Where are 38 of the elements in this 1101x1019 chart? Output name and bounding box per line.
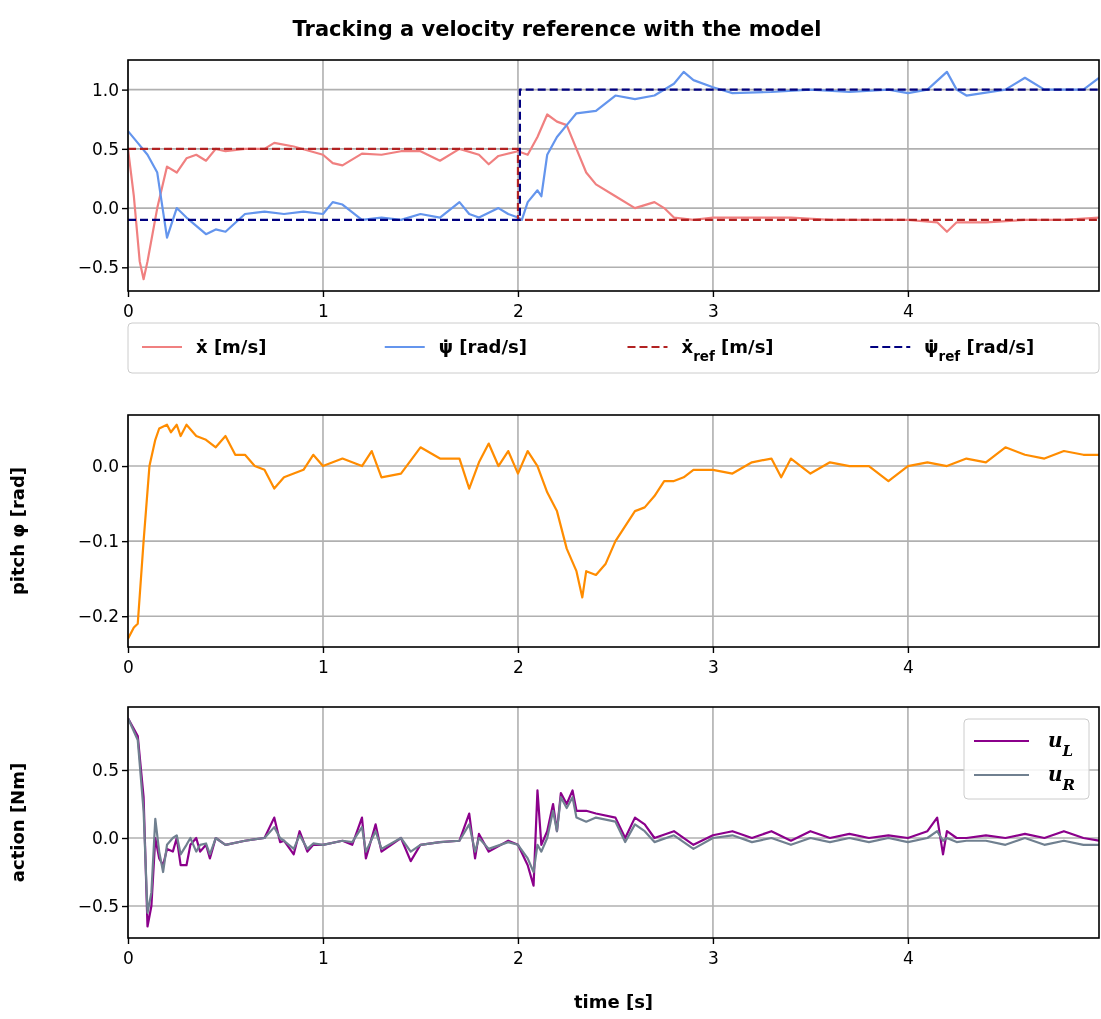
- x-tick-label: 4: [903, 657, 914, 677]
- y-tick-label: 0.0: [91, 456, 119, 476]
- x-tick-label: 2: [513, 948, 524, 968]
- x-tick-label: 0: [123, 301, 134, 321]
- x-tick-label: 2: [513, 301, 524, 321]
- y-tick-label: 0.5: [91, 759, 119, 780]
- y-tick-label: −0.5: [77, 257, 119, 278]
- y-tick-label: 0.5: [91, 138, 119, 159]
- x-tick-label: 3: [708, 948, 719, 968]
- x-tick-label: 4: [903, 948, 914, 968]
- line-series: [128, 113, 1099, 281]
- x-tick-label: 1: [318, 657, 329, 677]
- legend-label: ẋ [m/s]: [196, 336, 267, 357]
- y-axis-title: pitch φ [rad]: [7, 466, 28, 596]
- line-series: [128, 423, 1099, 640]
- legend-label: u$_{L}$: [1048, 728, 1074, 760]
- y-tick-label: 1.0: [91, 79, 119, 100]
- y-tick-label: 0.0: [91, 827, 119, 848]
- y-tick-label: −0.5: [77, 895, 119, 916]
- legend-label: ẋ$_{ref}$ [m/s]: [681, 336, 774, 364]
- legend-label: ψ̇ [rad/s]: [438, 336, 527, 357]
- y-axis-title: action [Nm]: [7, 762, 28, 883]
- x-tick-label: 3: [708, 301, 719, 321]
- x-tick-label: 0: [123, 657, 134, 677]
- legend-label: ψ̇$_{ref}$ [rad/s]: [924, 336, 1035, 364]
- chart-title: Tracking a velocity reference with the model: [292, 17, 822, 41]
- y-tick-label: −0.2: [77, 606, 119, 627]
- x-tick-label: 3: [708, 657, 719, 677]
- x-tick-label: 2: [513, 657, 524, 677]
- x-tick-label: 1: [318, 948, 329, 968]
- y-tick-label: −0.1: [77, 531, 119, 552]
- x-tick-label: 1: [318, 301, 329, 321]
- line-series: [128, 70, 1099, 239]
- x-tick-label: 0: [123, 948, 134, 968]
- legend-label: u$_{R}$: [1048, 762, 1076, 794]
- y-tick-label: 0.0: [91, 198, 119, 219]
- x-tick-label: 4: [903, 301, 914, 321]
- x-axis-title: time [s]: [573, 991, 654, 1012]
